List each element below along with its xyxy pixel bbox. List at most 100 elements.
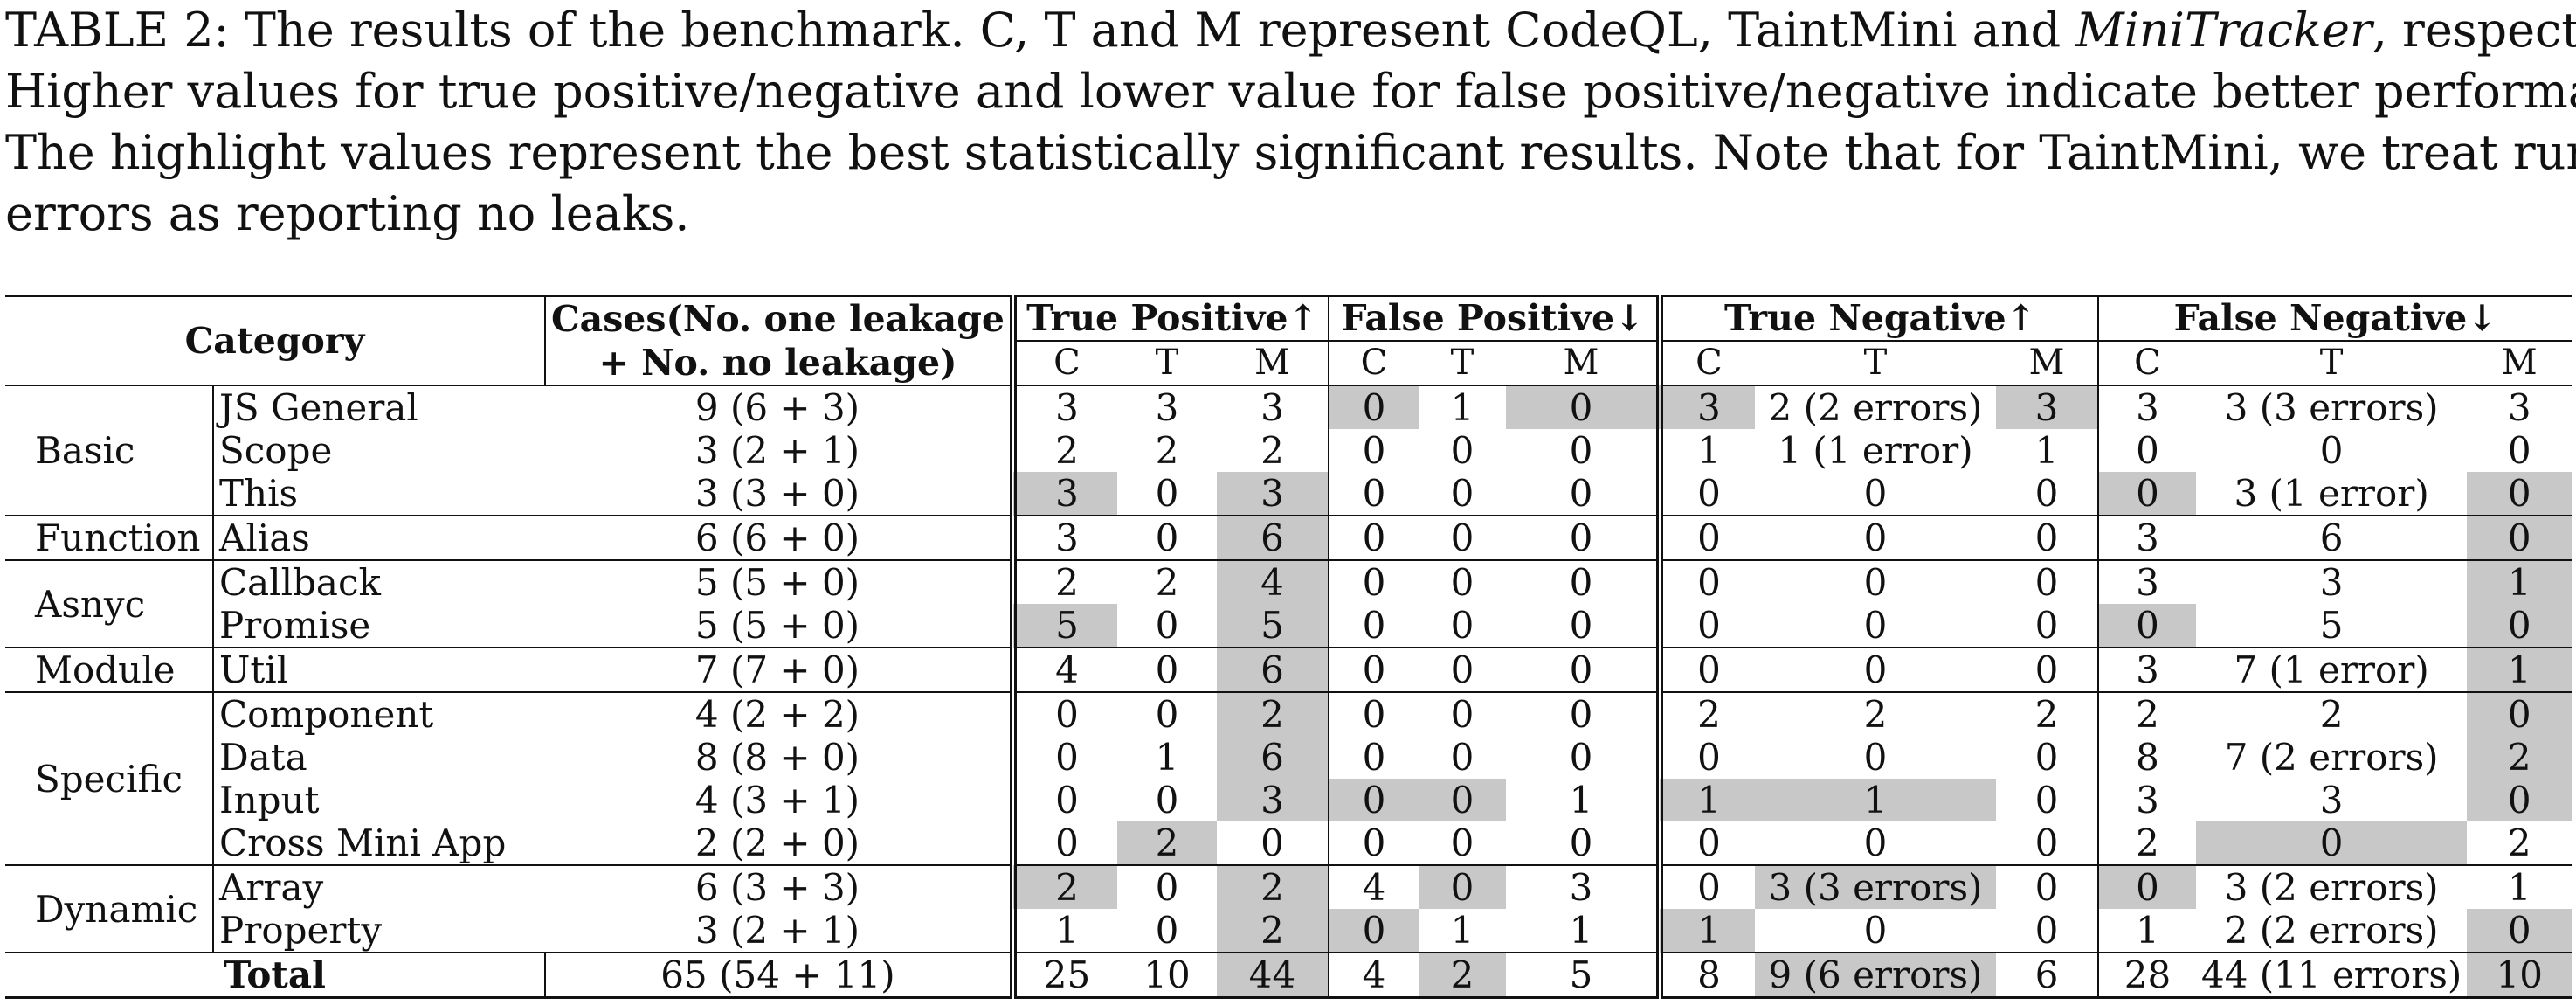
cell-tp-t: 10: [1116, 953, 1217, 999]
results-table-wrapper: Category Cases(No. one leakage True Posi…: [5, 295, 2573, 999]
cell-fn-m: 1: [2467, 648, 2573, 693]
group-label: Module: [5, 648, 214, 693]
subcategory-label: JS General: [219, 386, 418, 429]
header-cases-line-1: Cases(No. one leakage: [545, 295, 1017, 341]
cases-value: 7 (7 + 0): [545, 648, 1017, 693]
cell-tn-t: 0: [1754, 648, 1996, 693]
cell-tn-m: 0: [1995, 472, 2099, 516]
cell-fn-t: 0: [2319, 429, 2344, 472]
cell-fp-m: 0: [1505, 692, 1663, 736]
subcategory-label: Data: [219, 736, 307, 779]
table-row: Scope 3 (2 + 1) 2 2 2 0 0 0 1 1 (1 error) 1 0 0 0: [5, 429, 2572, 472]
cell-tp-t: 0: [1116, 472, 1217, 516]
cell-tp-t: 2: [1155, 429, 1179, 472]
header-cases-line-2: + No. no leakage): [545, 341, 1017, 386]
cell-fp-c: 0: [1328, 909, 1419, 953]
cell-fp-t: 0: [1450, 429, 1474, 472]
cell-tp-m: 4: [1216, 560, 1329, 604]
cases-value: 4 (3 + 1): [545, 779, 1017, 821]
table-caption: TABLE 2: The results of the benchmark. C…: [5, 0, 2576, 245]
header-true-positive: True Positive↑: [1009, 295, 1329, 342]
cell-tn-c: 0: [1697, 866, 1721, 909]
cell-tp-t: 0: [1155, 866, 1179, 909]
total-row: Total 65 (54 + 11) 25 10 44 4 2 5 8 9 (6 errors) 6…: [5, 953, 2573, 999]
table-row: Cross Mini App 2 (2 + 0) 0 2 0 0 0 0 0 0 0 2 0 2: [5, 821, 2573, 866]
cell-fn-m: 2: [2467, 821, 2573, 866]
cell-tp-t: 0: [1116, 516, 1217, 561]
cell-tp-m: 2: [1216, 429, 1329, 472]
cell-fn-c: 3: [2097, 516, 2196, 561]
cell-fp-c: 4: [1362, 866, 1386, 909]
cell-tp-t: 2: [1116, 821, 1217, 866]
cell-tp-m: 6: [1216, 648, 1329, 693]
cell-fn-m: 2: [2467, 736, 2573, 779]
cell-tp-t: 0: [1155, 779, 1179, 821]
cell-fp-m: 3: [1505, 865, 1663, 909]
cell-fp-t: 0: [1418, 472, 1506, 516]
subcategory-label: Callback: [219, 561, 381, 604]
table-row: This 3 (3 + 0) 3 0 3 0 0 0 0 0 0 0 3 (1 error) 0: [5, 472, 2573, 516]
cell-fn-t: 7 (1 error): [2195, 648, 2468, 693]
cell-tn-m: 1: [1995, 429, 2099, 472]
cell-tn-t: 0: [1863, 561, 1888, 604]
cell-tp-m: 2: [1216, 909, 1329, 953]
cell-tn-c: 0: [1697, 561, 1721, 604]
cell-tp-t: 0: [1116, 648, 1217, 693]
cell-tn-m: 0: [1995, 736, 2099, 779]
cell-fn-m: 1: [2467, 560, 2573, 604]
cell-fp-c: 0: [1328, 821, 1419, 866]
cell-tp-c: 1: [1009, 909, 1117, 953]
cell-tn-m: 0: [1995, 865, 2099, 909]
header-fp-c: C: [1328, 341, 1419, 386]
cell-tn-m: 0: [1995, 821, 2099, 866]
subcategory-label: Util: [213, 648, 545, 693]
cell-tn-m: 6: [1995, 953, 2099, 999]
cell-tp-m: 2: [1216, 692, 1329, 736]
cell-tn-m: 0: [1995, 560, 2099, 604]
cell-fn-c: 2: [2136, 693, 2159, 736]
table-row: Data 8 (8 + 0) 0 1 6 0 0 0 0 0 0 8 7 (2 errors) 2: [5, 736, 2573, 779]
header-fn-m: M: [2467, 341, 2573, 386]
header-tp-m: M: [1216, 341, 1329, 386]
cases-value: 3 (2 + 1): [545, 429, 1017, 472]
cell-fp-t: 0: [1450, 561, 1474, 604]
cell-tp-m: 3: [1216, 385, 1329, 429]
cell-fp-c: 4: [1328, 953, 1419, 999]
cell-fn-m: 0: [2467, 909, 2573, 953]
cell-fp-m: 0: [1505, 385, 1663, 429]
cell-fn-c: 3: [2136, 386, 2159, 429]
cell-fp-t: 0: [1418, 516, 1506, 561]
cell-tp-c: 3: [1009, 516, 1117, 561]
cell-fp-c: 0: [1328, 472, 1419, 516]
cell-fn-c: 3: [2136, 779, 2159, 821]
table-row: Property 3 (2 + 1) 1 0 2 0 1 1 1 0 0 1 2 (2 errors) 0: [5, 909, 2573, 953]
header-fn-t: T: [2195, 341, 2468, 386]
cell-tn-c: 0: [1659, 472, 1755, 516]
cell-fn-m: 0: [2467, 516, 2573, 561]
cell-fp-m: 1: [1505, 909, 1663, 953]
cell-fp-t: 0: [1418, 604, 1506, 648]
header-tn-t: T: [1754, 341, 1996, 386]
cell-tp-c: 25: [1009, 953, 1117, 999]
cell-fn-t: 5: [2195, 604, 2468, 648]
cell-fp-m: 0: [1505, 560, 1663, 604]
cell-tn-t: 1: [1754, 779, 1996, 821]
subcategory-label: Input: [219, 779, 320, 821]
cell-tp-c: 0: [1009, 736, 1117, 779]
header-false-negative: False Negative↓: [2097, 295, 2573, 342]
cell-fp-m: 0: [1505, 472, 1663, 516]
cases-value: 8 (8 + 0): [545, 736, 1017, 779]
subcategory-label: Component: [219, 693, 434, 736]
cases-value: 6 (6 + 0): [545, 516, 1017, 561]
cell-tp-c: 2: [1009, 429, 1117, 472]
table-row: Promise 5 (5 + 0) 5 0 5 0 0 0 0 0 0 0 5 0: [5, 604, 2573, 648]
group-label: Specific: [5, 692, 214, 866]
caption-line-2: Higher values for true positive/negative…: [5, 64, 2576, 119]
header-false-positive: False Positive↓: [1328, 295, 1663, 342]
group-label: Basic: [5, 385, 214, 516]
cell-fp-m: 0: [1505, 604, 1663, 648]
cell-tn-c: 3: [1659, 385, 1755, 429]
table-row: Asnyc Callback 5 (5 + 0) 2 2 4 0 0 0 0 0 0 3 3 1: [5, 560, 2573, 648]
cases-value: 4 (2 + 2): [545, 692, 1017, 736]
cell-fp-c: 0: [1362, 736, 1386, 779]
